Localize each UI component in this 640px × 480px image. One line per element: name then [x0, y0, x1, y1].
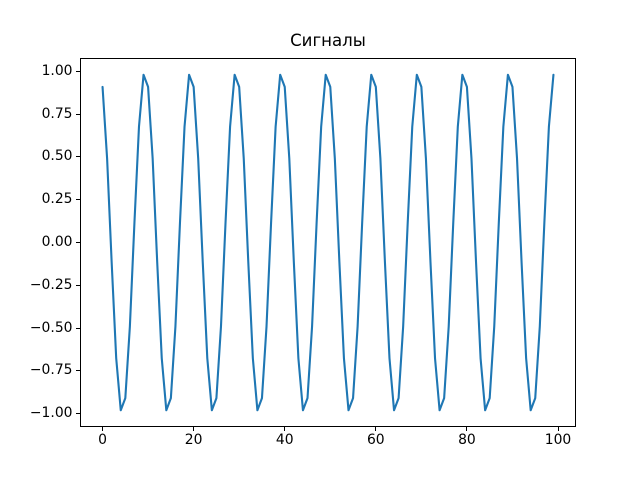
chart-title: Сигналы [290, 31, 366, 50]
y-tick-label: −1.00 [29, 405, 73, 422]
x-tick-mark [466, 427, 468, 431]
y-tick-label: 1.00 [41, 62, 73, 79]
x-tick-mark [102, 427, 104, 431]
y-tick-label: 0.25 [41, 191, 73, 208]
x-tick-mark [557, 427, 559, 431]
y-tick-label: −0.50 [29, 319, 73, 336]
y-tick-mark [76, 413, 80, 415]
y-tick-mark [76, 284, 80, 286]
x-tick-label: 40 [275, 432, 294, 448]
y-tick-label: 0.75 [41, 105, 73, 122]
y-tick-mark [76, 327, 80, 329]
plot-area [80, 58, 576, 427]
y-tick-label: −0.75 [29, 362, 73, 379]
x-tick-label: 0 [98, 432, 107, 448]
y-tick-label: −0.25 [29, 276, 73, 293]
x-tick-label: 60 [366, 432, 385, 448]
y-tick-mark [76, 70, 80, 72]
x-tick-mark [284, 427, 286, 431]
x-tick-mark [193, 427, 195, 431]
x-tick-label: 20 [184, 432, 203, 448]
x-tick-label: 80 [458, 432, 476, 448]
y-tick-mark [76, 370, 80, 372]
x-tick-mark [375, 427, 377, 431]
y-tick-label: 0.50 [41, 148, 73, 165]
x-tick-label: 100 [544, 432, 572, 448]
y-tick-mark [76, 156, 80, 158]
y-tick-mark [76, 113, 80, 115]
y-tick-mark [76, 199, 80, 201]
y-tick-label: 0.00 [41, 234, 73, 250]
y-tick-mark [76, 242, 80, 243]
